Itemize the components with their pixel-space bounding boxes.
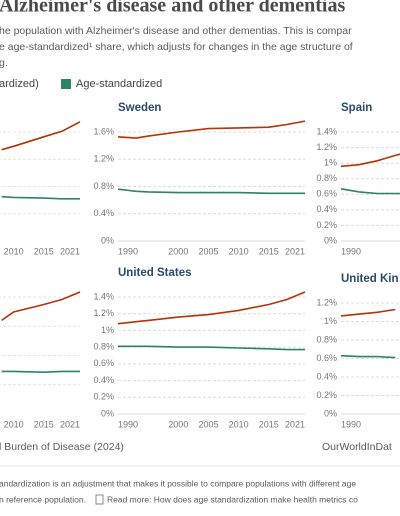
x-tick-label: 1990 xyxy=(118,419,138,429)
subtitle: g. xyxy=(0,57,8,69)
y-tick-label: 0% xyxy=(324,408,337,418)
y-tick-label: 1.2% xyxy=(316,297,337,307)
y-tick-label: 0.2% xyxy=(93,392,114,402)
subtitle: he population with Alzheimer's disease a… xyxy=(0,25,352,37)
x-tick-label: 2010 xyxy=(229,419,249,429)
y-tick-label: 0% xyxy=(101,408,114,418)
x-tick-label: 2021 xyxy=(60,419,80,429)
x-tick-label: 1990 xyxy=(341,419,361,429)
series-line xyxy=(1,291,81,322)
source: l Burden of Disease (2024) xyxy=(0,441,124,453)
y-tick-label: 0.4% xyxy=(316,204,337,214)
x-tick-label: 2021 xyxy=(285,246,305,256)
series-line xyxy=(117,188,305,195)
x-tick-label: 2000 xyxy=(168,246,188,256)
subtitle: e age-standardized¹ share, which adjusts… xyxy=(0,41,353,53)
x-tick-label: 1990 xyxy=(118,246,138,256)
panel-title: United Kin xyxy=(341,273,399,285)
y-tick-label: 1.2% xyxy=(93,308,114,318)
y-tick-label: 1.2% xyxy=(316,142,337,152)
legend-label: Age-standardized xyxy=(76,78,162,90)
x-tick-label: 2021 xyxy=(60,246,80,256)
read-more[interactable]: Read more: How does age standardization … xyxy=(107,494,358,504)
legend-swatch xyxy=(61,79,71,89)
y-tick-label: 1.4% xyxy=(93,291,114,301)
y-tick-label: 0.2% xyxy=(316,220,337,230)
x-tick-label: 2010 xyxy=(4,419,24,429)
y-tick-label: 0% xyxy=(101,235,114,245)
y-tick-label: 0.8% xyxy=(93,342,114,352)
y-tick-label: 0.6% xyxy=(316,189,337,199)
x-tick-label: 1990 xyxy=(341,246,361,256)
series-line xyxy=(1,195,80,200)
chart-title: Alzheimer's disease and other dementias xyxy=(0,0,345,17)
series-line xyxy=(1,121,81,151)
x-tick-label: 2015 xyxy=(34,246,54,256)
x-tick-label: 2010 xyxy=(4,246,24,256)
x-tick-label: 2005 xyxy=(198,246,218,256)
y-tick-label: 0.4% xyxy=(93,208,114,218)
x-tick-label: 2021 xyxy=(285,419,305,429)
series-line xyxy=(118,345,305,351)
y-tick-label: 0.8% xyxy=(93,181,114,191)
series-line xyxy=(340,188,400,195)
panel-title: United States xyxy=(118,267,192,279)
y-tick-label: 0.4% xyxy=(316,371,337,381)
series-line xyxy=(340,153,400,168)
y-tick-label: 0.2% xyxy=(316,390,337,400)
y-tick-label: 0% xyxy=(324,235,337,245)
y-tick-label: 1.6% xyxy=(93,126,114,136)
series-line xyxy=(1,370,80,374)
footnote: n reference population. xyxy=(0,494,86,504)
footnote: andardization is an adjustment that make… xyxy=(0,478,356,488)
x-tick-label: 2015 xyxy=(259,419,279,429)
y-tick-label: 0.8% xyxy=(316,334,337,344)
y-tick-label: 1.4% xyxy=(316,126,337,136)
x-tick-label: 2000 xyxy=(168,419,188,429)
y-tick-label: 1% xyxy=(324,158,337,168)
x-tick-label: 2005 xyxy=(198,419,218,429)
brand: OurWorldInDat xyxy=(322,441,392,453)
y-tick-label: 0.4% xyxy=(93,375,114,385)
panel-title: Spain xyxy=(341,102,372,114)
y-tick-label: 1.2% xyxy=(93,154,114,164)
legend-label: ardized) xyxy=(0,78,39,90)
y-tick-label: 1% xyxy=(101,325,114,335)
y-tick-label: 0.8% xyxy=(316,173,337,183)
series-line xyxy=(340,354,396,359)
y-tick-label: 0.6% xyxy=(93,358,114,368)
y-tick-label: 0.6% xyxy=(316,353,337,363)
panel-title: Sweden xyxy=(118,102,161,114)
series-line xyxy=(340,308,396,317)
series-line xyxy=(117,291,306,325)
y-tick-label: 1% xyxy=(324,316,337,326)
x-tick-label: 2015 xyxy=(259,246,279,256)
doc-icon xyxy=(95,494,104,505)
x-tick-label: 2015 xyxy=(34,419,54,429)
series-line xyxy=(117,120,306,139)
x-tick-label: 2010 xyxy=(229,246,249,256)
